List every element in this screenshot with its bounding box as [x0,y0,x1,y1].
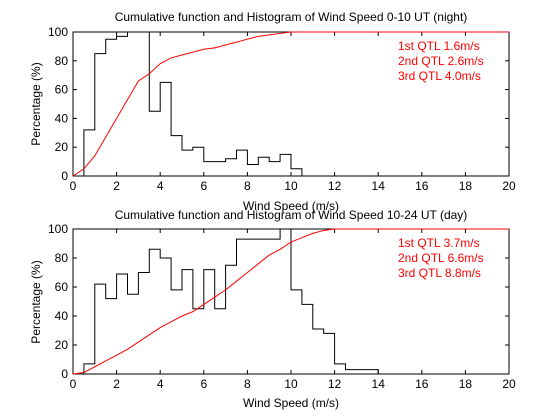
y-tick-label: 40 [55,309,69,323]
x-tick-label: 14 [372,179,386,193]
axes-box [72,31,510,177]
x-tick-label: 18 [459,377,473,391]
y-tick-label: 60 [55,83,69,97]
histogram-series [73,31,303,177]
x-tick-label: 12 [328,377,342,391]
x-tick-label: 16 [415,377,429,391]
x-tick-label: 4 [157,377,164,391]
chart-title: Cumulative function and Histogram of Win… [115,10,468,24]
x-tick-label: 10 [284,179,298,193]
chart-panel-day: Cumulative function and Histogram of Win… [29,208,516,410]
x-axis-label: Wind Speed (m/s) [243,199,339,213]
x-tick-label: 12 [328,179,342,193]
quartile-annotation: 2nd QTL 2.6m/s [398,54,484,68]
x-tick-label: 16 [415,179,429,193]
y-tick-label: 60 [55,280,69,294]
y-tick-label: 20 [55,338,69,352]
x-tick-label: 8 [244,377,251,391]
x-tick-label: 2 [113,377,120,391]
y-tick-label: 100 [48,25,68,39]
plot-area: 0 2 4 6 8 10 12 14 16 18 20 0 20 40 60 80 100 [48,25,516,193]
quartile-annotation: 3rd QTL 4.0m/s [398,69,481,83]
x-tick-label: 6 [200,179,207,193]
quartile-annotation: 1st QTL 1.6m/s [398,39,480,53]
x-tick-label: 20 [502,179,516,193]
quartile-annotation: 2nd QTL 6.6m/s [398,251,484,265]
y-tick-label: 0 [61,367,68,381]
quartile-annotation: 1st QTL 3.7m/s [398,236,480,250]
quartile-annotation: 3rd QTL 8.8m/s [398,266,481,280]
x-tick-label: 6 [200,377,207,391]
chart-panel-night: Cumulative function and Histogram of Win… [29,10,516,213]
cumulative-series [72,31,509,177]
y-tick-label: 40 [55,111,69,125]
x-tick-label: 0 [70,377,77,391]
y-tick-label: 20 [55,140,69,154]
x-tick-label: 18 [459,179,473,193]
x-tick-label: 8 [244,179,251,193]
x-tick-label: 4 [157,179,164,193]
y-tick-label: 100 [48,222,68,236]
y-axis-label: Percentage (%) [29,62,43,145]
y-tick-label: 0 [61,169,68,183]
y-tick-label: 80 [55,54,69,68]
chart-title: Cumulative function and Histogram of Win… [115,208,468,222]
x-tick-label: 14 [372,377,386,391]
cumulative-series [72,228,509,375]
x-tick-label: 2 [113,179,120,193]
y-tick-label: 80 [55,251,69,265]
plot-area: 0 2 4 6 8 10 12 14 16 18 20 0 20 40 60 80 100 [48,222,516,391]
histogram-series [73,228,379,375]
x-tick-label: 10 [284,377,298,391]
x-axis-label: Wind Speed (m/s) [243,396,339,410]
x-tick-label: 20 [502,377,516,391]
y-axis-label: Percentage (%) [29,260,43,343]
x-tick-label: 0 [70,179,77,193]
